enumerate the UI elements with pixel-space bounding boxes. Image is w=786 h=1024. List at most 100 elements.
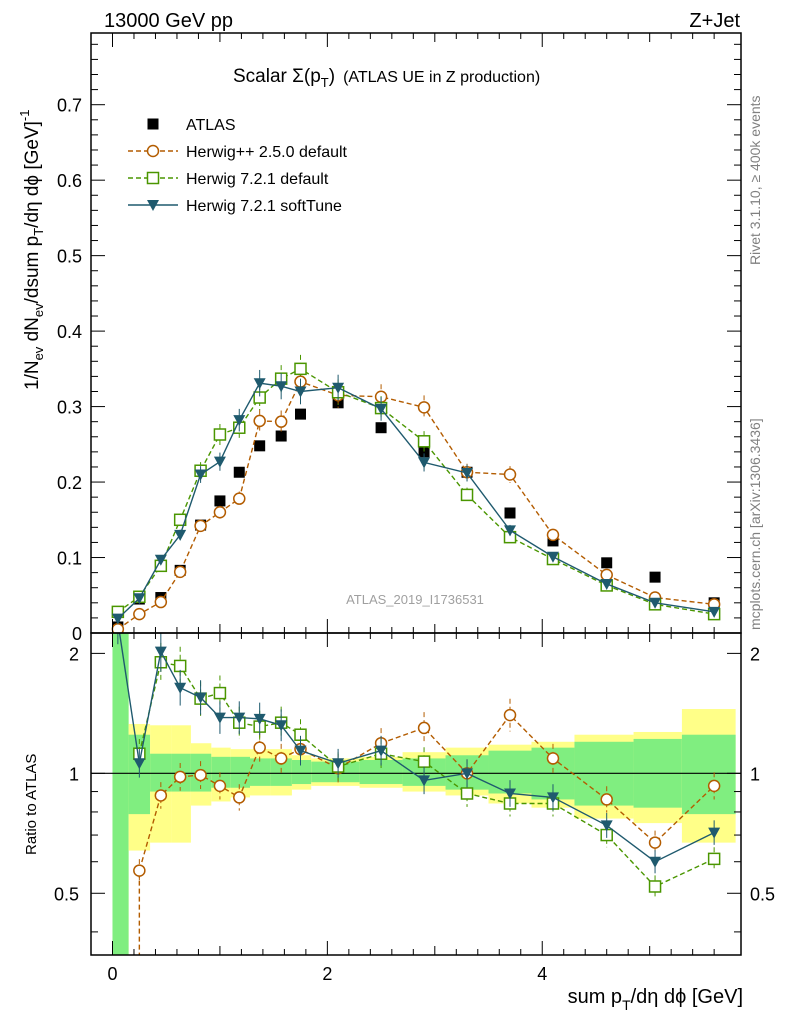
ratio-plot-series [117, 633, 721, 955]
data-point [417, 401, 431, 414]
ratio-y-tick-label: 0.5 [54, 884, 79, 904]
legend-label: Herwig 7.2.1 default [186, 171, 329, 188]
band-green [211, 756, 231, 788]
series-herwig-7-2-1-softtune [111, 369, 721, 625]
ratio-point [275, 720, 288, 732]
data-point [213, 428, 227, 441]
ratio-y-tick-label: 1 [69, 764, 79, 784]
data-point [375, 403, 388, 415]
ratio-point [294, 745, 307, 757]
legend: ATLAS Herwig++ 2.5.0 default Herwig 7.2.1 … [128, 117, 348, 215]
data-point [253, 414, 266, 428]
ratio-point [154, 646, 167, 658]
data-point [600, 568, 613, 582]
data-point [418, 457, 431, 469]
data-point [294, 386, 307, 398]
ratio-plot-frame [90, 632, 742, 956]
y-tick-label: 0.2 [57, 473, 82, 493]
data-point [460, 488, 474, 502]
mcplots-label: mcplots.cern.ch [arXiv:1306.3436] [747, 418, 763, 630]
ratio-point [213, 686, 227, 700]
legend-label: Herwig++ 2.5.0 default [186, 144, 348, 161]
data-point [546, 551, 559, 563]
legend-entry: ATLAS [147, 117, 236, 134]
ratio-point [504, 788, 517, 800]
ratio-point [194, 692, 207, 704]
y-tick-label: 0.7 [57, 96, 82, 116]
ratio-point [274, 752, 288, 765]
data-point [649, 571, 661, 583]
ratio-point [174, 682, 187, 694]
data-point [254, 440, 266, 452]
data-point [213, 505, 227, 519]
ratio-point [233, 791, 246, 804]
ratio-y-axis-label: Ratio to ATLAS [23, 754, 40, 855]
ratio-point [154, 789, 168, 802]
ratio-point [213, 779, 227, 793]
data-point [154, 554, 167, 566]
ratio-point [600, 820, 613, 832]
data-point [418, 446, 430, 458]
header-right: Z+Jet [689, 10, 740, 32]
ratio-point [417, 755, 431, 768]
ratio-point [173, 659, 187, 673]
ratio-point [133, 864, 146, 877]
band-green [112, 633, 129, 955]
ratio-point [460, 787, 474, 800]
rivet-version-label: Rivet 3.1.10, ≥ 400k events [747, 95, 763, 265]
data-point [504, 525, 517, 537]
data-point [233, 415, 246, 427]
data-point [173, 565, 187, 579]
ratio-point [173, 770, 187, 784]
y-tick-label: 0 [72, 624, 82, 644]
axis-ticks: 0 2 400.10.20.30.40.50.60.70.5 0.51 12 2 [54, 33, 775, 984]
ratio-point [546, 752, 560, 765]
data-point [233, 492, 246, 505]
data-point [503, 468, 517, 481]
data-point [213, 456, 226, 468]
ratio-point [600, 793, 613, 806]
data-point [174, 529, 187, 541]
ratio-point [546, 792, 559, 804]
data-point [233, 466, 245, 478]
data-point [600, 578, 613, 590]
ratio-point [648, 880, 662, 893]
ratio-point [649, 856, 662, 868]
x-tick-label: 0 [107, 964, 117, 984]
data-point [546, 528, 560, 542]
legend-marker [146, 144, 160, 158]
legend-marker [147, 200, 159, 211]
band-green [230, 756, 251, 788]
ratio-point [375, 745, 388, 757]
plot-title: Scalar Σ(pT) (ATLAS UE in Z production) [233, 66, 540, 90]
ratio-point [194, 768, 207, 782]
ratio-y-tick-label-right: 2 [750, 644, 760, 664]
legend-marker [147, 118, 159, 130]
x-axis-label: sum pT/dη dϕ [GeV] [568, 986, 743, 1013]
data-point [253, 378, 266, 390]
data-point [194, 519, 207, 533]
ratio-herwig-7-2-1-softtune [117, 633, 721, 874]
ratio-point [233, 712, 246, 724]
legend-entry: Herwig 7.2.1 softTune [128, 198, 342, 215]
data-point [154, 595, 168, 609]
data-point [332, 382, 345, 394]
y-tick-label: 0.6 [57, 171, 82, 191]
data-point [461, 468, 474, 479]
ratio-point [461, 768, 474, 780]
y-tick-label: 0.1 [57, 549, 82, 569]
ratio-point [648, 836, 662, 849]
data-point [111, 613, 124, 625]
data-point [504, 507, 516, 519]
data-point [295, 408, 307, 420]
band-green [250, 758, 271, 786]
ratio-point [708, 827, 721, 839]
data-point [194, 469, 207, 481]
ratio-point [332, 758, 345, 770]
ratio-point [418, 775, 431, 787]
ratio-y-tick-label: 2 [69, 644, 79, 664]
ratio-point [707, 852, 721, 866]
data-point [649, 597, 662, 609]
band-green [681, 734, 736, 815]
